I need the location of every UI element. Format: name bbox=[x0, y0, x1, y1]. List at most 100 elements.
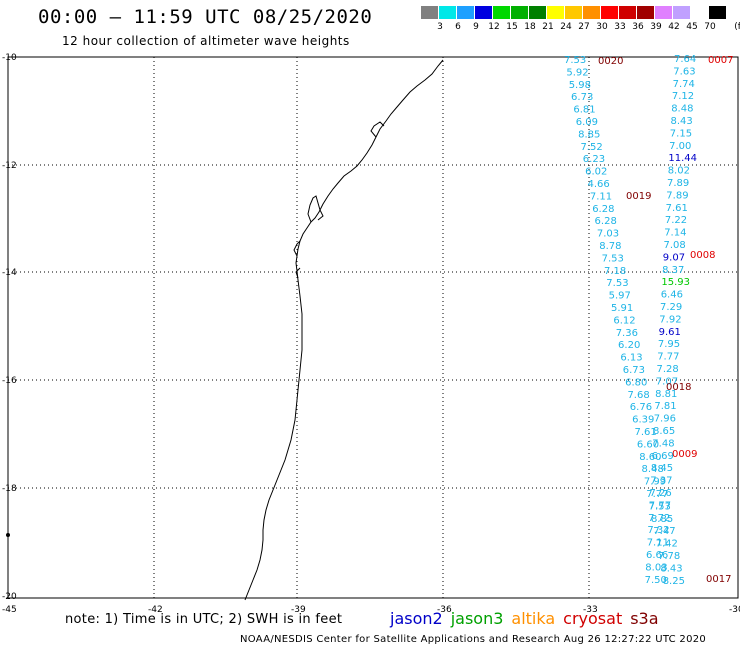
credit-text: NOAA/NESDIS Center for Satellite Applica… bbox=[240, 634, 707, 645]
pass-id: 0008 bbox=[690, 250, 715, 261]
swh-value: 7.89 bbox=[666, 190, 688, 201]
scale-swatch bbox=[511, 6, 528, 19]
swh-value: 5.98 bbox=[569, 80, 591, 91]
scale-swatch bbox=[709, 6, 726, 19]
lon-label: -45 bbox=[2, 605, 17, 615]
scale-swatch bbox=[565, 6, 582, 19]
scale-swatch bbox=[475, 6, 492, 19]
scale-label: 30 bbox=[596, 22, 608, 32]
scale-label: 70 bbox=[704, 22, 716, 32]
scale-swatch bbox=[493, 6, 510, 19]
scale-label: 45 bbox=[686, 22, 698, 32]
scale-unit: (ft) bbox=[734, 22, 740, 32]
swh-value: 8.43 bbox=[671, 116, 693, 127]
lon-label: -36 bbox=[437, 605, 452, 615]
pass-id: 0009 bbox=[672, 449, 697, 460]
scale-label: 27 bbox=[578, 22, 590, 32]
lon-label: -30 bbox=[729, 605, 740, 615]
swh-value: 8.81 bbox=[655, 389, 677, 400]
scale-swatch bbox=[457, 6, 474, 19]
swh-value: 7.72 bbox=[648, 513, 670, 524]
swh-value: 7.77 bbox=[646, 489, 668, 500]
swh-value: 7.26 bbox=[650, 488, 672, 499]
scale-label: 9 bbox=[473, 22, 479, 32]
scale-swatch bbox=[583, 6, 600, 19]
swh-value: 8.65 bbox=[653, 426, 675, 437]
lat-label: -18 bbox=[2, 484, 17, 494]
swh-value: 7.89 bbox=[667, 178, 689, 189]
lat-label: -20 bbox=[2, 592, 17, 602]
swh-value: 7.68 bbox=[627, 390, 649, 401]
swh-value: 7.42 bbox=[656, 539, 678, 550]
scale-label: 33 bbox=[614, 22, 626, 32]
swh-value: 6.20 bbox=[618, 340, 640, 351]
swh-value: 7.03 bbox=[597, 229, 619, 240]
swh-value: 6.13 bbox=[620, 353, 642, 364]
scale-swatch bbox=[421, 6, 438, 19]
scale-swatch bbox=[655, 6, 672, 19]
swh-value: 6.02 bbox=[585, 167, 607, 178]
swh-value: 7.00 bbox=[669, 141, 691, 152]
swh-value: 7.92 bbox=[659, 314, 681, 325]
swh-value: 7.15 bbox=[670, 128, 692, 139]
graticule bbox=[8, 57, 738, 598]
scale-label: 15 bbox=[506, 22, 518, 32]
scale-label: 36 bbox=[632, 22, 644, 32]
swh-value: 6.66 bbox=[646, 550, 668, 561]
swh-value: 7.63 bbox=[673, 66, 695, 77]
scale-swatch bbox=[637, 6, 654, 19]
axis-labels: -45 -42 -39 -36 -33 -30 -10 -12 -14 -16 -18 -20 bbox=[2, 53, 740, 615]
scale-label: 39 bbox=[650, 22, 662, 32]
swh-value: 7.64 bbox=[674, 54, 696, 65]
swh-value: 7.74 bbox=[673, 79, 695, 90]
scale-label: 3 bbox=[437, 22, 443, 32]
satellite-legend: jason2 jason3 altika cryosat s3a bbox=[390, 609, 667, 628]
scale-swatch bbox=[691, 6, 708, 19]
scale-label: 6 bbox=[455, 22, 461, 32]
swh-value: 6.46 bbox=[661, 290, 683, 301]
legend-jason3: jason3 bbox=[450, 609, 504, 628]
swh-value: 7.22 bbox=[665, 215, 687, 226]
map-frame bbox=[7, 56, 739, 599]
swh-value: 6.73 bbox=[571, 92, 593, 103]
swh-value: 6.28 bbox=[595, 216, 617, 227]
swh-value: 7.99 bbox=[644, 477, 666, 488]
scale-label: 18 bbox=[524, 22, 536, 32]
swh-value: 7.32 bbox=[647, 525, 669, 536]
swh-value: 7.53 bbox=[649, 501, 671, 512]
swh-value: 7.96 bbox=[654, 414, 676, 425]
swh-value: 7.29 bbox=[660, 302, 682, 313]
lat-label: -16 bbox=[2, 376, 17, 386]
swh-value: 7.77 bbox=[657, 352, 679, 363]
bay-outline bbox=[293, 121, 385, 279]
swh-value: 6.81 bbox=[573, 105, 595, 116]
swh-value: 8.43 bbox=[660, 563, 682, 574]
swh-value: 6.69 bbox=[652, 451, 674, 462]
scale-swatch bbox=[601, 6, 618, 19]
swh-value: 6.60 bbox=[637, 439, 659, 450]
scale-swatch bbox=[619, 6, 636, 19]
scale-label: 24 bbox=[560, 22, 572, 32]
swh-value: 8.25 bbox=[663, 576, 685, 587]
swh-value: 8.02 bbox=[668, 166, 690, 177]
coastline bbox=[244, 59, 444, 601]
swh-value: 7.36 bbox=[616, 328, 638, 339]
legend-s3a: s3a bbox=[630, 609, 659, 628]
swh-value: 5.97 bbox=[609, 291, 631, 302]
pass-id: 0020 bbox=[598, 56, 623, 67]
swh-value: 5.91 bbox=[611, 303, 633, 314]
swh-value: 7.53 bbox=[602, 253, 624, 264]
swh-value: 7.61 bbox=[666, 203, 688, 214]
scale-swatch bbox=[529, 6, 546, 19]
swh-value: 7.61 bbox=[635, 427, 657, 438]
swh-value: 15.93 bbox=[661, 277, 690, 288]
lat-label: -14 bbox=[2, 268, 17, 278]
swh-value: 7.14 bbox=[664, 228, 686, 239]
swh-value: 7.78 bbox=[658, 551, 680, 562]
pass-id: 0007 bbox=[708, 55, 733, 66]
page-title: 00:00 – 11:59 UTC 08/25/2020 bbox=[38, 6, 373, 28]
lon-label: -33 bbox=[583, 605, 598, 615]
swh-value: 6.28 bbox=[592, 204, 614, 215]
swh-value: 8.48 bbox=[642, 464, 664, 475]
